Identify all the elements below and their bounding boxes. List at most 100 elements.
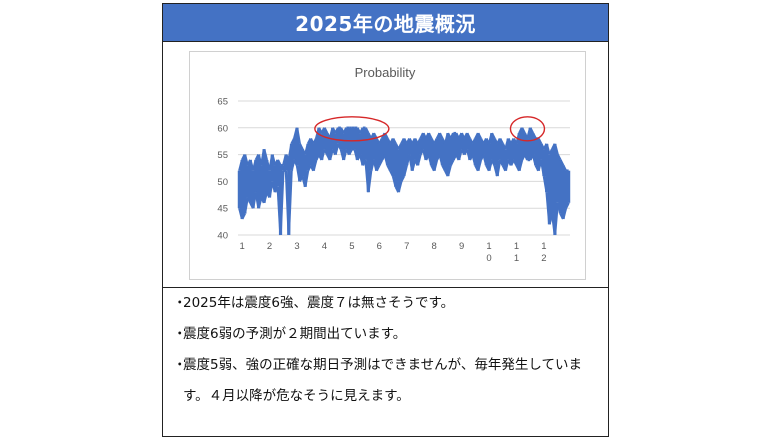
series-line [531,132,537,140]
series-line [262,148,269,161]
series-line [304,143,310,155]
series-line [342,127,348,134]
note-item: ・ 震度6弱の予測が２期間出ています。 [173,325,600,343]
series-line [523,154,529,161]
series-line [391,175,397,188]
series-line [471,137,477,145]
series-line [496,159,502,177]
series-line [562,164,567,172]
series-line [561,207,568,220]
chart-title: Probability [355,65,416,80]
series-line [279,170,285,236]
series-line [559,159,565,166]
series-line [298,143,304,150]
x-tick-label: 9 [459,241,464,252]
series-line [449,159,455,166]
series-line [471,154,477,166]
note-item: ・ 震度5弱、強の正確な期日予測はできませんが、毎年発生しています。４月以降が危… [173,356,600,412]
series-line [548,148,554,156]
series-line [312,137,318,145]
x-tick-label: 4 [322,241,327,252]
series-line [251,159,258,171]
series-line [348,148,353,156]
x-tick-label: 7 [404,241,409,252]
series-line [337,143,343,150]
series-line [303,170,310,187]
series-line [438,132,444,140]
series-line [476,159,483,171]
series-line [545,192,551,225]
series-line [512,159,518,166]
y-tick-label: 60 [217,123,228,134]
x-tick-label: 6 [377,241,382,252]
highlight-ellipse [314,116,390,142]
series-line [238,159,244,171]
series-line [312,159,318,171]
series-line [400,175,406,182]
bullet-dot: ・ [173,357,187,373]
x-tick-label: 1 [514,241,519,252]
x-tick-label: 2 [267,241,272,252]
y-tick-label: 50 [217,177,228,188]
series-line [476,132,482,140]
series-line [383,154,389,166]
note-text: 2025年は震度6強、震度７は無さそうです。 [183,295,455,311]
note-text: 震度6弱の予測が２期間出ています。 [183,326,407,342]
series-line [364,127,370,134]
x-tick-label: 5 [349,241,354,252]
bullet-dot: ・ [173,295,187,311]
page-title: 2025年の地震概況 [163,4,608,42]
series-line [241,212,246,220]
chart-area: Probability 40 45 50 55 60 65 1 2 3 4 5 6 7 8 9 1 0 1 1 1 2 [163,42,608,288]
series-line [287,170,293,236]
series-line [465,132,471,140]
y-tick-label: 40 [217,231,228,242]
series-line [402,165,408,177]
series-line [427,132,433,140]
series-line [397,181,403,193]
series-line [287,143,293,161]
series-line [386,164,392,172]
x-tick-label: 1 [239,241,244,252]
bullet-dot: ・ [173,326,187,342]
series-line [498,159,504,166]
series-line [290,137,296,145]
series-line [334,127,340,134]
note-text: 震度5弱、強の正確な期日予測はできませんが、毎年発生しています。４月以降が危なそ… [183,357,583,404]
series-line [276,159,282,166]
series-line [295,127,301,145]
x-tick-label: 3 [294,241,299,252]
series-line [378,159,384,166]
series-line [389,170,395,177]
x-tick-label: 2 [541,253,546,264]
series-line [416,154,422,166]
series-line [539,159,546,177]
series-line [446,165,452,177]
y-tick-label: 45 [217,204,228,215]
series-line [293,159,299,166]
series-line [520,127,526,134]
note-item: ・ 2025年は震度6強、震度７は無さそうです。 [173,294,600,312]
series-line [438,154,444,166]
x-tick-label: 8 [432,241,437,252]
x-tick-label: 0 [486,253,491,264]
series-line [556,154,562,161]
series-line [531,154,537,166]
series-line [449,132,455,140]
series-line [498,137,504,145]
series-line [490,159,496,166]
series-line [556,202,562,214]
series-line [432,159,439,171]
series-line [564,202,570,209]
highlight-ellipse [509,116,546,142]
series-line [323,127,329,134]
series-line [433,137,439,145]
series-line [482,154,488,166]
y-tick-label: 55 [217,150,228,161]
notes-list: ・ 2025年は震度6強、震度７は無さそうです。 ・ 震度6弱の予測が２期間出て… [163,288,608,412]
series-line [537,137,543,145]
series-line [416,137,422,145]
series-line [553,143,559,155]
series-line [375,164,381,172]
